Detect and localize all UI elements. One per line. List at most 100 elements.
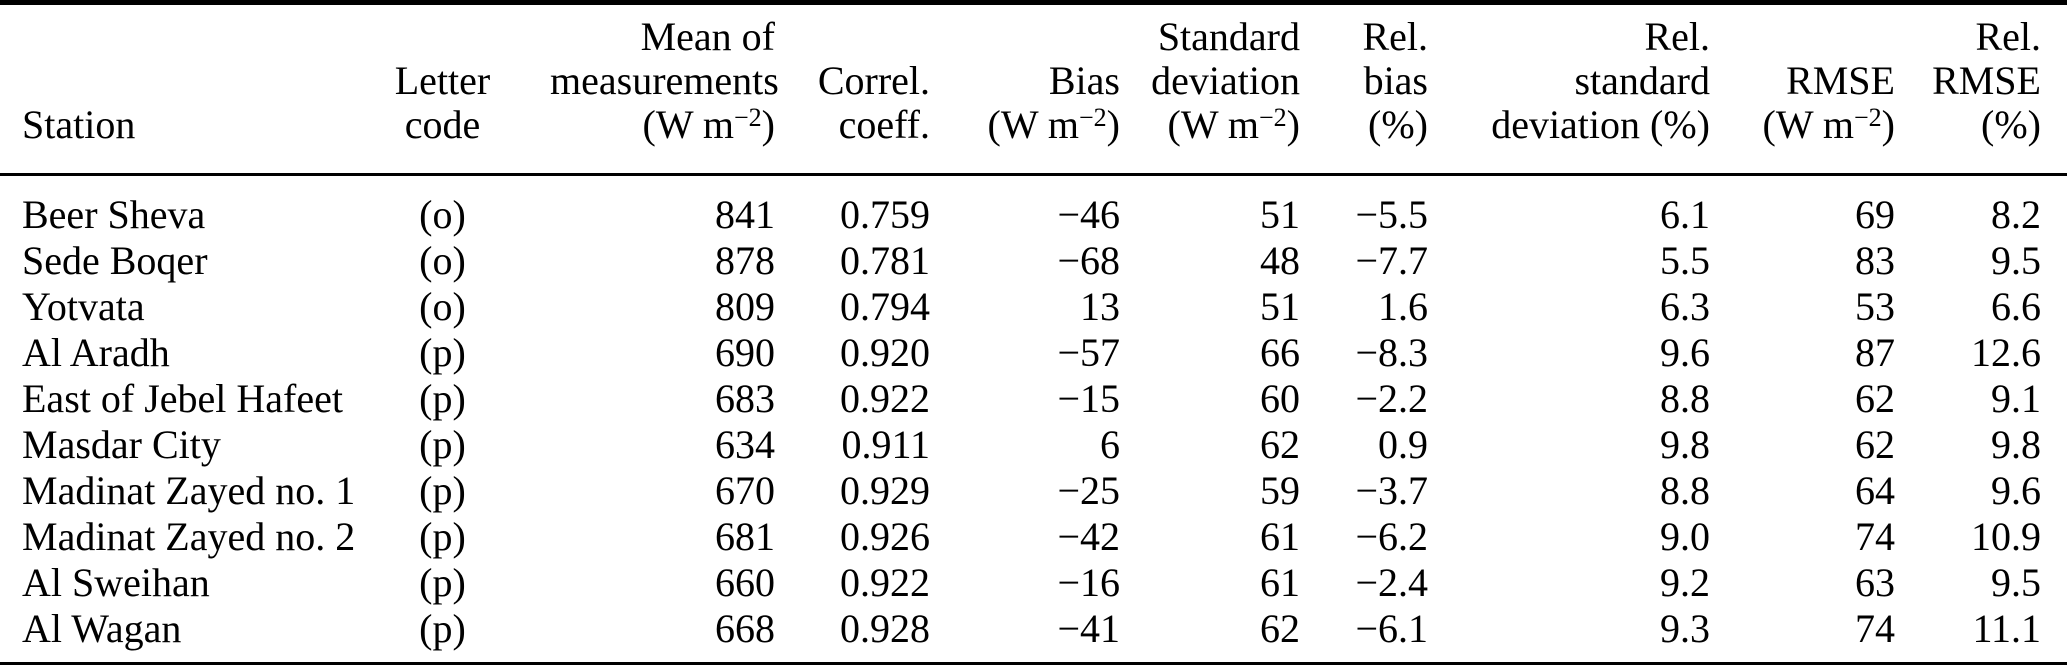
table-row: Al Sweihan (p) 660 0.922 −16 61 −2.4 9.2 63 9.5 bbox=[0, 560, 2067, 606]
header-line: Letter bbox=[394, 58, 491, 103]
cell-bias: −16 bbox=[1057, 560, 1120, 605]
cell-letter_code: (p) bbox=[419, 560, 466, 605]
cell-letter_code: (p) bbox=[419, 606, 466, 651]
cell-rmse: 53 bbox=[1855, 284, 1895, 329]
cell-bias: 6 bbox=[1100, 422, 1120, 467]
cell-correl: 0.922 bbox=[840, 560, 930, 605]
cell-correl: 0.920 bbox=[840, 330, 930, 375]
cell-mean: 878 bbox=[715, 238, 775, 283]
header-line: deviation bbox=[1151, 58, 1300, 103]
unit-prefix: (W m bbox=[987, 102, 1079, 147]
cell-letter_code: (p) bbox=[419, 422, 466, 467]
cell-mean: 670 bbox=[715, 468, 775, 513]
header-cell-mean: Mean of measurements (W m−2) bbox=[550, 2, 779, 176]
cell-correl: 0.922 bbox=[840, 376, 930, 421]
unit-suffix: ) bbox=[1106, 102, 1120, 147]
cell-rel_rmse: 6.6 bbox=[1991, 284, 2041, 329]
cell-letter_code: (o) bbox=[419, 284, 466, 329]
cell-std_dev: 48 bbox=[1260, 238, 1300, 283]
cell-correl: 0.759 bbox=[840, 192, 930, 237]
cell-rel_rmse: 9.5 bbox=[1991, 238, 2041, 283]
unit-prefix: (W m bbox=[1167, 102, 1259, 147]
cell-rel_rmse: 9.8 bbox=[1991, 422, 2041, 467]
cell-rmse: 63 bbox=[1855, 560, 1895, 605]
cell-correl: 0.928 bbox=[840, 606, 930, 651]
cell-rmse: 62 bbox=[1855, 376, 1895, 421]
header-cell-rmse: RMSE (W m−2) bbox=[1710, 2, 1895, 176]
cell-std_dev: 62 bbox=[1260, 606, 1300, 651]
cell-station: Masdar City bbox=[22, 422, 221, 467]
cell-mean: 634 bbox=[715, 422, 775, 467]
unit-exponent: −2 bbox=[1079, 103, 1107, 133]
header-cell-std_dev: Standard deviation (W m−2) bbox=[1120, 2, 1300, 176]
cell-rmse: 83 bbox=[1855, 238, 1895, 283]
table-row: Madinat Zayed no. 2 (p) 681 0.926 −42 61 −6.2 9… bbox=[0, 514, 2067, 560]
cell-rel_std_dev: 9.2 bbox=[1660, 560, 1710, 605]
header-line: Rel. bbox=[1362, 14, 1428, 59]
cell-std_dev: 61 bbox=[1260, 560, 1300, 605]
cell-rel_bias: −8.3 bbox=[1355, 330, 1428, 375]
cell-rel_rmse: 11.1 bbox=[1972, 606, 2041, 651]
table-row: Beer Sheva (o) 841 0.759 −46 51 −5.5 6.1 69 8.2 bbox=[0, 175, 2067, 239]
cell-std_dev: 62 bbox=[1260, 422, 1300, 467]
cell-mean: 690 bbox=[715, 330, 775, 375]
header-line: code bbox=[404, 102, 481, 147]
cell-correl: 0.926 bbox=[840, 514, 930, 559]
unit-exponent: −2 bbox=[734, 103, 762, 133]
header-line: Rel. bbox=[1644, 14, 1710, 59]
header-line: Standard bbox=[1157, 14, 1300, 59]
cell-rel_std_dev: 8.8 bbox=[1660, 376, 1710, 421]
header-cell-rel_bias: Rel. bias (%) bbox=[1300, 2, 1428, 176]
cell-letter_code: (o) bbox=[419, 238, 466, 283]
header-cell-letter_code: Letter code bbox=[335, 2, 550, 176]
cell-mean: 841 bbox=[715, 192, 775, 237]
cell-rmse: 62 bbox=[1855, 422, 1895, 467]
cell-rmse: 74 bbox=[1855, 606, 1895, 651]
cell-rel_rmse: 12.6 bbox=[1971, 330, 2041, 375]
header-line: (W m−2) bbox=[1120, 103, 1300, 147]
header-line: Rel. bbox=[1975, 14, 2041, 59]
cell-letter_code: (p) bbox=[419, 468, 466, 513]
cell-rel_std_dev: 8.8 bbox=[1660, 468, 1710, 513]
cell-rel_bias: −2.4 bbox=[1355, 560, 1428, 605]
cell-rel_std_dev: 9.0 bbox=[1660, 514, 1710, 559]
cell-rel_rmse: 10.9 bbox=[1971, 514, 2041, 559]
cell-station: Al Sweihan bbox=[22, 560, 210, 605]
header-line: Bias bbox=[1048, 58, 1120, 103]
table-header: Station Letter code Mean of measurements (W m… bbox=[0, 2, 2067, 176]
cell-rel_std_dev: 6.3 bbox=[1660, 284, 1710, 329]
unit-suffix: ) bbox=[761, 102, 775, 147]
cell-station: Madinat Zayed no. 2 bbox=[22, 514, 356, 559]
cell-bias: −46 bbox=[1057, 192, 1120, 237]
table-row: East of Jebel Hafeet (p) 683 0.922 −15 60 −2.2… bbox=[0, 376, 2067, 422]
cell-rel_bias: −2.2 bbox=[1355, 376, 1428, 421]
cell-station: East of Jebel Hafeet bbox=[22, 376, 343, 421]
cell-rmse: 87 bbox=[1855, 330, 1895, 375]
cell-bias: −41 bbox=[1057, 606, 1120, 651]
cell-correl: 0.929 bbox=[840, 468, 930, 513]
cell-rel_rmse: 8.2 bbox=[1991, 192, 2041, 237]
cell-rel_std_dev: 9.6 bbox=[1660, 330, 1710, 375]
cell-std_dev: 51 bbox=[1260, 284, 1300, 329]
cell-mean: 681 bbox=[715, 514, 775, 559]
header-line: Station bbox=[22, 102, 136, 147]
cell-std_dev: 61 bbox=[1260, 514, 1300, 559]
cell-correl: 0.911 bbox=[841, 422, 930, 467]
cell-bias: −57 bbox=[1057, 330, 1120, 375]
cell-rmse: 69 bbox=[1855, 192, 1895, 237]
table-row: Yotvata (o) 809 0.794 13 51 1.6 6.3 53 6.6 bbox=[0, 284, 2067, 330]
unit-prefix: (W m bbox=[642, 102, 734, 147]
cell-letter_code: (p) bbox=[419, 376, 466, 421]
cell-station: Sede Boqer bbox=[22, 238, 208, 283]
cell-bias: −42 bbox=[1057, 514, 1120, 559]
header-row: Station Letter code Mean of measurements (W m… bbox=[0, 2, 2067, 176]
header-cell-rel_rmse: Rel. RMSE (%) bbox=[1895, 2, 2067, 176]
cell-station: Madinat Zayed no. 1 bbox=[22, 468, 356, 513]
cell-station: Yotvata bbox=[22, 284, 145, 329]
cell-rel_bias: 0.9 bbox=[1378, 422, 1428, 467]
cell-rel_std_dev: 9.3 bbox=[1660, 606, 1710, 651]
cell-station: Al Wagan bbox=[22, 606, 182, 651]
cell-mean: 668 bbox=[715, 606, 775, 651]
cell-letter_code: (o) bbox=[419, 192, 466, 237]
